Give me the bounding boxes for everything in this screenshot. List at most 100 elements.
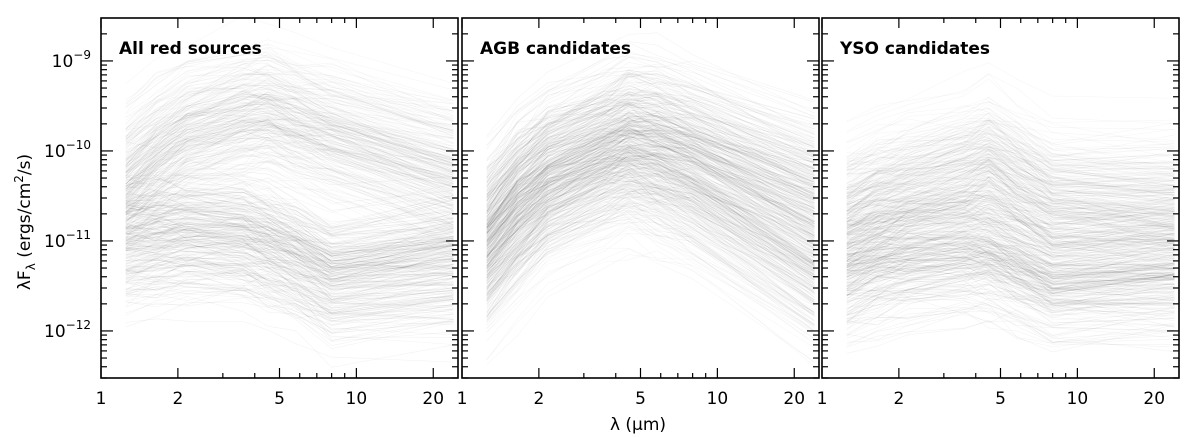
sed-track: [486, 152, 815, 276]
sed-track: [125, 77, 454, 146]
sed-track: [846, 227, 1175, 289]
sed-track: [125, 190, 454, 252]
sed-track: [846, 243, 1175, 274]
sed-track: [125, 129, 454, 210]
sed-track: [846, 248, 1175, 277]
sed-track: [486, 148, 815, 254]
y-tick-label: 10−11: [44, 228, 91, 252]
sed-track: [846, 177, 1175, 231]
sed-track: [846, 212, 1175, 250]
sed-track: [846, 126, 1175, 183]
sed-track: [486, 149, 815, 264]
sed-track: [125, 73, 454, 157]
sed-track: [125, 156, 454, 240]
sed-track: [846, 167, 1175, 233]
sed-track: [125, 240, 454, 289]
sed-track: [486, 130, 815, 240]
sed-track: [846, 218, 1175, 281]
sed-track: [486, 42, 815, 160]
sed-track: [846, 249, 1175, 281]
sed-track: [846, 204, 1175, 260]
sed-track: [846, 265, 1175, 292]
sed-track: [125, 193, 454, 227]
sed-track: [486, 127, 815, 225]
sed-track: [125, 237, 454, 281]
sed-track: [486, 113, 815, 238]
sed-track: [125, 122, 454, 200]
sed-track: [486, 118, 815, 218]
sed-track: [846, 205, 1175, 258]
sed-track: [846, 104, 1175, 168]
sed-track: [125, 119, 454, 203]
sed-track: [846, 241, 1175, 284]
sed-track: [486, 69, 815, 188]
sed-track: [846, 78, 1175, 147]
sed-track: [125, 186, 454, 236]
sed-track: [486, 90, 815, 188]
sed-track: [846, 236, 1175, 288]
sed-track: [125, 87, 454, 177]
sed-track: [125, 228, 454, 288]
sed-track: [486, 147, 815, 250]
sed-track: [486, 159, 815, 270]
sed-track: [486, 154, 815, 267]
sed-track: [125, 161, 454, 204]
sed-track: [125, 118, 454, 196]
sed-track: [846, 119, 1175, 163]
sed-track: [846, 244, 1175, 273]
sed-track: [486, 182, 815, 299]
sed-track: [486, 130, 815, 241]
sed-track: [486, 117, 815, 237]
sed-track: [486, 124, 815, 247]
sed-track: [125, 112, 454, 198]
sed-track: [486, 129, 815, 221]
sed-track: [125, 124, 454, 213]
sed-track: [125, 207, 454, 236]
sed-track: [846, 238, 1175, 268]
sed-track: [125, 166, 454, 240]
sed-track: [125, 241, 454, 313]
sed-track: [125, 205, 454, 244]
sed-track: [486, 98, 815, 200]
sed-track: [486, 101, 815, 218]
sed-track: [486, 133, 815, 248]
sed-track: [125, 127, 454, 206]
sed-track: [486, 152, 815, 256]
sed-track: [846, 250, 1175, 284]
sed-track: [486, 122, 815, 228]
sed-track: [846, 158, 1175, 219]
sed-track: [846, 217, 1175, 280]
sed-track: [846, 230, 1175, 280]
sed-track: [486, 115, 815, 202]
sed-track: [125, 273, 454, 334]
sed-track: [846, 275, 1175, 312]
sed-track: [125, 133, 454, 208]
sed-track: [125, 202, 454, 257]
sed-track: [846, 271, 1175, 316]
sed-track: [125, 234, 454, 276]
sed-track: [125, 215, 454, 262]
sed-track: [486, 176, 815, 287]
sed-track: [125, 251, 454, 305]
sed-track: [846, 269, 1175, 323]
sed-track: [846, 140, 1175, 202]
sed-track: [846, 148, 1175, 219]
sed-track: [846, 181, 1175, 234]
sed-track: [846, 120, 1175, 187]
sed-track: [125, 106, 454, 200]
sed-track: [846, 123, 1175, 169]
sed-track: [846, 167, 1175, 223]
sed-track: [846, 156, 1175, 211]
sed-track: [846, 144, 1175, 210]
sed-track: [486, 146, 815, 248]
sed-track: [125, 104, 454, 185]
sed-track: [125, 115, 454, 183]
sed-track: [846, 229, 1175, 285]
sed-track: [486, 173, 815, 283]
sed-track: [486, 112, 815, 236]
sed-track: [125, 130, 454, 211]
sed-track: [125, 129, 454, 195]
sed-track: [125, 109, 454, 195]
sed-track: [125, 85, 454, 165]
sed-track: [125, 145, 454, 216]
